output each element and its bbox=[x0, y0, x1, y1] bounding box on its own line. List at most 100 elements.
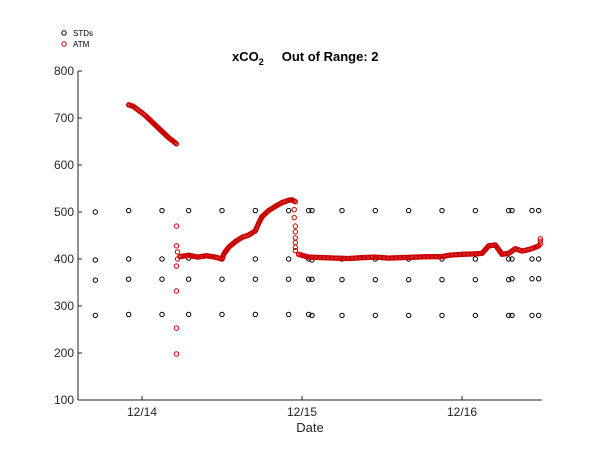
stds-point bbox=[252, 207, 259, 214]
stds-point bbox=[405, 207, 412, 214]
stds-point bbox=[252, 276, 259, 282]
atm-point bbox=[173, 223, 180, 229]
y-axis-ticks: 100 200 300 400 500 600 700 800 bbox=[54, 64, 82, 407]
stds-point bbox=[505, 256, 512, 262]
stds-point bbox=[159, 256, 165, 262]
stds-point bbox=[472, 312, 479, 319]
stds-point bbox=[285, 207, 292, 214]
x-tick-label: 12/15 bbox=[287, 405, 317, 419]
atm-point bbox=[292, 247, 299, 254]
series-atm bbox=[125, 102, 544, 357]
stds-point bbox=[219, 276, 225, 282]
y-tick-label: 700 bbox=[54, 111, 74, 125]
atm-point bbox=[174, 249, 181, 255]
stds-point bbox=[305, 207, 312, 214]
stds-point bbox=[159, 311, 165, 318]
stds-point bbox=[472, 256, 479, 262]
stds-point bbox=[529, 256, 535, 262]
x-axis-ticks: 12/14 12/15 12/16 bbox=[127, 396, 477, 419]
y-tick-label: 200 bbox=[54, 346, 74, 360]
stds-point bbox=[372, 276, 379, 283]
stds-point bbox=[125, 207, 132, 214]
stds-point bbox=[185, 311, 192, 318]
stds-point bbox=[439, 312, 445, 319]
stds-point bbox=[309, 207, 315, 214]
stds-point bbox=[339, 312, 345, 319]
stds-point bbox=[92, 209, 99, 215]
chart-title: xCO2 Out of Range: 2 bbox=[232, 49, 379, 67]
stds-point bbox=[125, 276, 132, 282]
atm-point bbox=[173, 351, 180, 357]
stds-point bbox=[92, 312, 99, 319]
stds-point bbox=[405, 276, 412, 283]
atm-point bbox=[292, 244, 299, 250]
stds-point bbox=[509, 312, 515, 319]
axes-box bbox=[77, 71, 542, 401]
legend-label-atm: ATM bbox=[73, 40, 90, 49]
atm-point bbox=[291, 206, 297, 213]
stds-point bbox=[529, 207, 535, 214]
stds-point bbox=[535, 312, 542, 319]
x-axis-title: Date bbox=[296, 420, 323, 435]
atm-point bbox=[173, 263, 180, 269]
stds-point bbox=[185, 207, 192, 214]
x-tick-label: 12/14 bbox=[127, 405, 157, 419]
y-tick-label: 500 bbox=[54, 205, 74, 219]
stds-point bbox=[509, 256, 515, 262]
stds-point bbox=[309, 276, 315, 282]
stds-point bbox=[309, 312, 315, 319]
atm-point bbox=[172, 140, 179, 146]
stds-point bbox=[472, 276, 479, 283]
stds-point bbox=[185, 276, 192, 282]
stds-point bbox=[535, 207, 542, 214]
stds-point bbox=[159, 207, 165, 214]
legend: STDs ATM bbox=[61, 29, 93, 49]
stds-point bbox=[339, 207, 345, 214]
stds-point bbox=[439, 207, 445, 214]
atm-point bbox=[537, 236, 544, 242]
atm-point bbox=[173, 243, 180, 249]
stds-point bbox=[529, 312, 535, 319]
stds-point bbox=[305, 276, 312, 282]
atm-point bbox=[173, 288, 180, 294]
stds-point bbox=[529, 276, 535, 282]
stds-point bbox=[509, 207, 515, 214]
stds-point bbox=[125, 311, 132, 318]
atm-point bbox=[173, 141, 180, 147]
stds-point bbox=[305, 311, 312, 318]
stds-point bbox=[285, 276, 292, 282]
stds-point bbox=[535, 256, 542, 262]
stds-point bbox=[405, 312, 412, 319]
stds-point bbox=[285, 311, 292, 318]
y-tick-label: 100 bbox=[54, 393, 74, 407]
atm-point bbox=[292, 198, 299, 205]
stds-point bbox=[339, 276, 345, 283]
stds-point bbox=[159, 276, 165, 282]
stds-point bbox=[125, 256, 132, 262]
atm-point bbox=[537, 241, 544, 247]
stds-point bbox=[92, 277, 99, 283]
atm-point bbox=[537, 238, 544, 244]
legend-marker-atm bbox=[61, 41, 67, 47]
legend-marker-stds bbox=[61, 30, 67, 36]
stds-point bbox=[252, 256, 259, 262]
stds-point bbox=[505, 276, 512, 283]
stds-point bbox=[219, 311, 225, 318]
stds-point bbox=[509, 276, 515, 282]
y-tick-label: 400 bbox=[54, 252, 74, 266]
atm-point bbox=[291, 214, 297, 221]
atm-point bbox=[292, 229, 299, 235]
x-tick-label: 12/16 bbox=[447, 405, 477, 419]
y-tick-label: 600 bbox=[54, 158, 74, 172]
stds-point bbox=[472, 207, 479, 214]
y-tick-label: 800 bbox=[54, 64, 74, 78]
stds-point bbox=[285, 256, 292, 262]
stds-point bbox=[372, 312, 379, 319]
stds-point bbox=[252, 311, 259, 318]
stds-point bbox=[92, 257, 99, 263]
stds-point bbox=[535, 276, 542, 282]
stds-point bbox=[372, 207, 379, 214]
y-tick-label: 300 bbox=[54, 299, 74, 313]
